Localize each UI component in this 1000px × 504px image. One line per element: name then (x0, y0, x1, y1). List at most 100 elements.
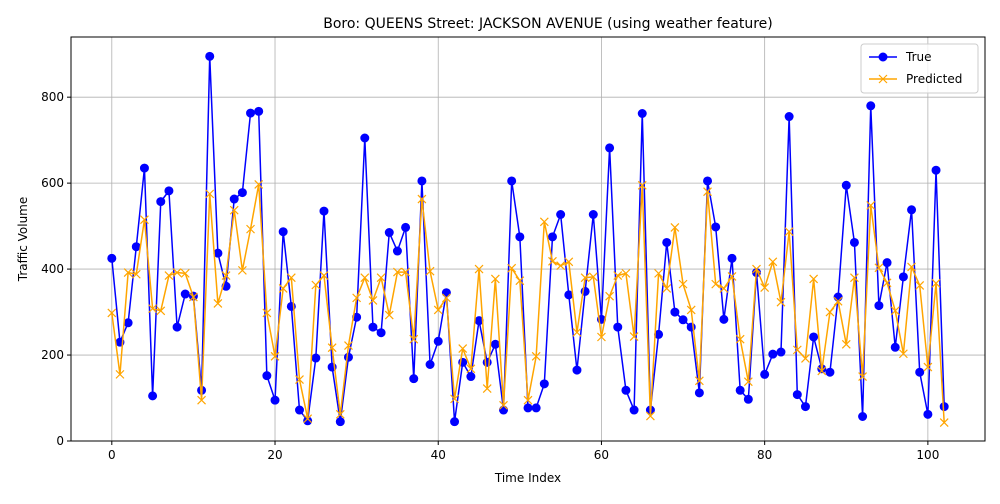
data-point-true (384, 228, 394, 238)
data-point-true (450, 417, 460, 427)
data-point-true (319, 206, 329, 216)
data-point-true (547, 232, 557, 242)
data-point-predicted (548, 256, 557, 266)
data-point-predicted (686, 305, 696, 315)
data-point-true (809, 332, 819, 342)
series-predicted (107, 179, 949, 427)
data-point-true (417, 176, 427, 186)
data-point-predicted (833, 296, 843, 306)
data-point-predicted (384, 310, 394, 320)
y-axis-label: Traffic Volume (16, 197, 30, 283)
x-axis-ticks: 0 20 40 60 80 100 (108, 441, 939, 462)
data-point-true (368, 322, 378, 332)
data-point-true (139, 163, 149, 173)
data-point-predicted (915, 280, 925, 290)
data-point-predicted (344, 341, 353, 351)
data-point-predicted (629, 332, 639, 341)
data-point-predicted (735, 334, 745, 344)
data-point-predicted (890, 306, 900, 316)
data-point-true (523, 403, 533, 413)
y-tick-label: 0 (56, 434, 64, 448)
data-point-predicted (107, 308, 117, 318)
data-point-predicted (262, 308, 272, 318)
data-point-true (841, 180, 851, 190)
data-point-true (825, 367, 835, 377)
chart-title: Boro: QUEENS Street: JACKSON AVENUE (usi… (323, 16, 773, 32)
data-point-predicted (523, 395, 533, 405)
data-point-true (776, 347, 786, 357)
legend-marker-predicted (878, 74, 888, 84)
data-point-true (556, 210, 566, 220)
data-point-true (907, 205, 917, 215)
data-point-predicted (719, 284, 729, 293)
data-point-predicted (531, 351, 541, 361)
data-point-predicted (801, 354, 810, 363)
data-point-predicted (278, 284, 288, 293)
data-point-true (205, 51, 215, 61)
data-point-predicted (393, 267, 402, 277)
data-point-predicted (605, 291, 615, 301)
data-point-true (490, 339, 500, 349)
data-point-predicted (499, 400, 508, 410)
data-point-predicted (295, 375, 304, 384)
data-point-true (898, 272, 908, 282)
data-point-predicted (115, 369, 125, 379)
data-point-predicted (466, 364, 476, 374)
data-point-predicted (572, 327, 582, 337)
data-point-true (531, 403, 541, 413)
data-point-predicted (703, 187, 712, 197)
data-point-predicted (490, 274, 500, 284)
data-point-predicted (221, 271, 231, 280)
data-point-predicted (441, 293, 451, 303)
data-point-predicted (237, 265, 247, 275)
data-point-true (376, 328, 386, 338)
series-group (107, 51, 949, 427)
data-point-true (866, 101, 876, 111)
data-point-true (784, 112, 794, 122)
data-point-true (156, 197, 166, 207)
data-point-true (335, 417, 345, 427)
data-point-predicted (597, 332, 606, 342)
data-point-predicted (482, 384, 492, 393)
data-point-true (229, 194, 239, 204)
x-tick-label: 20 (267, 448, 282, 462)
y-tick-label: 800 (41, 90, 64, 104)
data-point-predicted (352, 293, 362, 303)
data-point-predicted (368, 296, 378, 305)
data-point-true (915, 367, 925, 377)
data-point-true (858, 412, 868, 422)
data-point-true (662, 237, 672, 247)
y-axis-ticks: 0 200 400 600 800 (41, 90, 71, 448)
x-tick-label: 100 (916, 448, 939, 462)
data-point-true (711, 222, 721, 232)
data-point-predicted (409, 334, 419, 344)
data-point-predicted (197, 395, 206, 405)
data-point-predicted (319, 271, 329, 280)
data-point-true (694, 388, 704, 398)
data-point-predicted (662, 284, 672, 293)
data-point-predicted (474, 264, 484, 274)
data-point-predicted (458, 344, 468, 354)
data-point-true (678, 315, 688, 325)
data-point-predicted (588, 272, 598, 282)
data-point-predicted (213, 299, 223, 308)
data-point-predicted (229, 205, 239, 215)
data-point-true (849, 237, 859, 247)
data-point-predicted (809, 274, 819, 284)
data-point-true (923, 409, 933, 419)
data-point-true (172, 322, 182, 332)
data-point-true (401, 222, 411, 232)
data-point-predicted (866, 201, 876, 210)
data-point-true (760, 369, 770, 379)
data-point-true (727, 253, 737, 263)
data-point-predicted (286, 273, 296, 283)
data-point-predicted (376, 273, 386, 283)
data-point-predicted (580, 273, 590, 283)
legend-label-predicted: Predicted (906, 72, 962, 86)
data-point-true (425, 359, 435, 369)
data-point-predicted (539, 217, 549, 227)
data-point-true (254, 106, 264, 116)
data-point-predicted (637, 180, 647, 190)
data-point-true (507, 176, 517, 186)
